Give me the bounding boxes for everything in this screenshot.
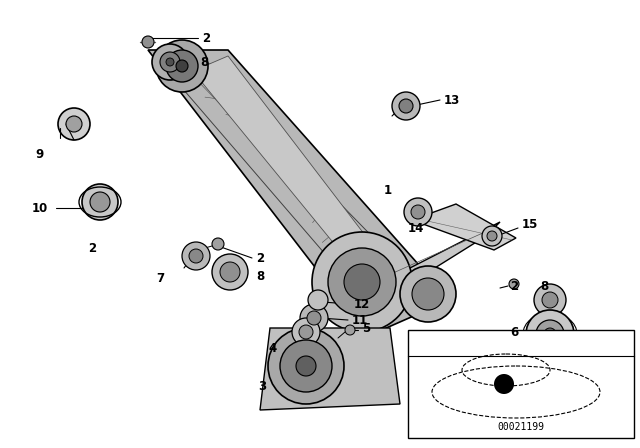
Text: 11: 11 — [352, 314, 368, 327]
Circle shape — [308, 290, 328, 310]
Circle shape — [220, 262, 240, 282]
Circle shape — [176, 60, 188, 72]
Text: 6: 6 — [510, 326, 518, 339]
Circle shape — [300, 304, 328, 332]
Text: 10: 10 — [32, 202, 48, 215]
Circle shape — [312, 232, 412, 332]
Circle shape — [166, 58, 174, 66]
Circle shape — [82, 184, 118, 220]
Circle shape — [307, 311, 321, 325]
Circle shape — [328, 248, 396, 316]
Text: 3: 3 — [258, 379, 266, 392]
Circle shape — [58, 108, 90, 140]
Circle shape — [400, 266, 456, 322]
Polygon shape — [340, 222, 500, 298]
Circle shape — [299, 325, 313, 339]
Circle shape — [411, 205, 425, 219]
Text: 4: 4 — [268, 341, 276, 354]
Circle shape — [212, 238, 224, 250]
Text: 00021199: 00021199 — [497, 422, 545, 432]
Text: 8: 8 — [256, 270, 264, 283]
Circle shape — [182, 242, 210, 270]
Text: 2: 2 — [510, 280, 518, 293]
Circle shape — [156, 40, 208, 92]
Circle shape — [542, 292, 558, 308]
Polygon shape — [148, 50, 450, 336]
Circle shape — [399, 99, 413, 113]
Text: 13: 13 — [444, 94, 460, 107]
Circle shape — [90, 192, 110, 212]
Text: 9: 9 — [36, 148, 44, 161]
Circle shape — [166, 50, 198, 82]
Text: 5: 5 — [362, 322, 371, 335]
Text: 7: 7 — [156, 271, 164, 284]
Text: 2: 2 — [202, 31, 210, 44]
Text: 15: 15 — [522, 219, 538, 232]
Text: 14: 14 — [408, 221, 424, 234]
Circle shape — [152, 44, 188, 80]
Circle shape — [296, 356, 316, 376]
Circle shape — [482, 226, 502, 246]
Text: 8: 8 — [200, 56, 208, 69]
Circle shape — [392, 92, 420, 120]
Circle shape — [534, 284, 566, 316]
Circle shape — [268, 328, 344, 404]
Circle shape — [536, 320, 564, 348]
Circle shape — [487, 231, 497, 241]
Polygon shape — [412, 204, 516, 250]
Circle shape — [412, 278, 444, 310]
Circle shape — [280, 340, 332, 392]
Circle shape — [160, 52, 180, 72]
Text: 12: 12 — [354, 297, 371, 310]
Circle shape — [404, 198, 432, 226]
Polygon shape — [260, 328, 400, 410]
Bar — [408, 330, 634, 438]
Circle shape — [189, 249, 203, 263]
Circle shape — [526, 310, 574, 358]
Circle shape — [544, 328, 556, 340]
Text: 8: 8 — [540, 280, 548, 293]
Text: 2: 2 — [88, 241, 96, 254]
Circle shape — [292, 318, 320, 346]
Circle shape — [345, 325, 355, 335]
Circle shape — [494, 374, 514, 394]
Circle shape — [212, 254, 248, 290]
Circle shape — [142, 36, 154, 48]
Polygon shape — [200, 56, 410, 312]
Text: 2: 2 — [256, 251, 264, 264]
Circle shape — [344, 264, 380, 300]
Circle shape — [66, 116, 82, 132]
Text: 1: 1 — [384, 184, 392, 197]
Circle shape — [509, 279, 519, 289]
